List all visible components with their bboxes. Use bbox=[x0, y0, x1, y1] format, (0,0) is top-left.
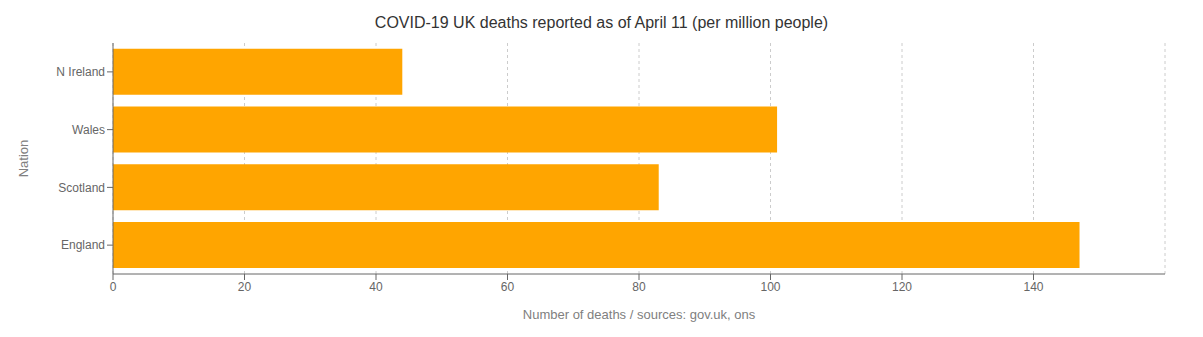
svg-text:Wales: Wales bbox=[72, 123, 105, 137]
svg-text:120: 120 bbox=[892, 280, 912, 294]
svg-text:Nation: Nation bbox=[16, 140, 31, 178]
svg-text:20: 20 bbox=[238, 280, 252, 294]
svg-text:80: 80 bbox=[632, 280, 646, 294]
svg-text:100: 100 bbox=[760, 280, 780, 294]
html-text:COVID-19 UK deaths reported as: COVID-19 UK deaths reported as of April … bbox=[374, 14, 829, 31]
svg-text:Scotland: Scotland bbox=[58, 181, 105, 195]
svg-text:60: 60 bbox=[501, 280, 515, 294]
svg-text:N Ireland: N Ireland bbox=[56, 65, 105, 79]
svg-text:0: 0 bbox=[110, 280, 117, 294]
svg-text:England: England bbox=[61, 238, 105, 252]
svg-text:140: 140 bbox=[1023, 280, 1043, 294]
svg-text:40: 40 bbox=[369, 280, 383, 294]
svg-text:Number of deaths / sources: go: Number of deaths / sources: gov.uk, ons bbox=[523, 307, 756, 322]
